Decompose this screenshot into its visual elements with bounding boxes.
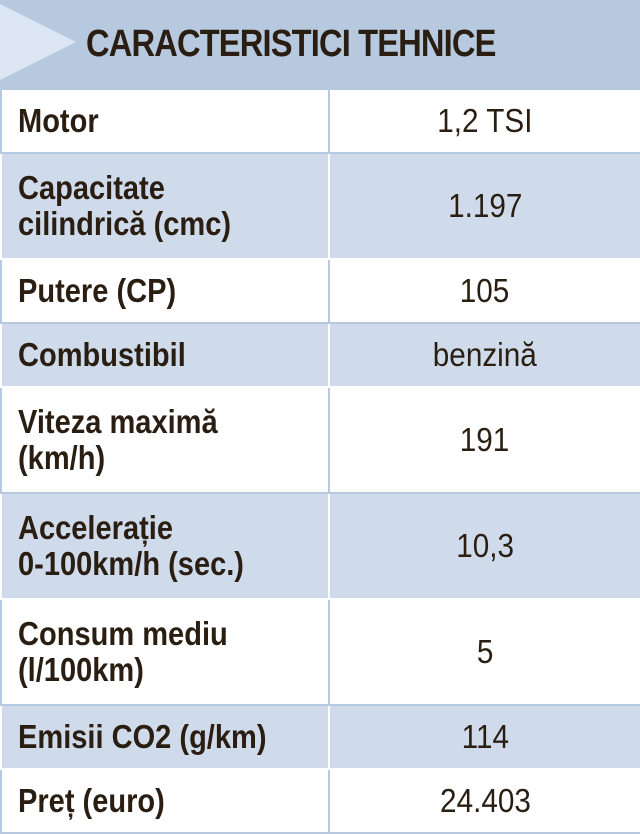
row-value: 1,2 TSI [328,88,640,154]
row-value: 5 [328,598,640,706]
row-label: Emisii CO2 (g/km) [0,704,330,770]
table-row-capacitate: Capacitate cilindrică (cmc) 1.197 [0,152,640,260]
table-row-putere: Putere (CP) 105 [0,258,640,324]
row-value: 24.403 [328,768,640,834]
specs-table: Motor 1,2 TSI Capacitate cilindrică (cmc… [0,88,640,834]
table-row-consum: Consum mediu (l/100km) 5 [0,598,640,706]
row-label: Accelerație 0-100km/h (sec.) [0,492,330,600]
table-row-pret: Preț (euro) 24.403 [0,768,640,834]
arrow-icon [0,4,76,80]
page-title: CARACTERISTICI TEHNICE [86,23,496,65]
row-label: Consum mediu (l/100km) [0,598,330,706]
table-row-viteza: Viteza maximă (km/h) 191 [0,386,640,494]
row-label: Viteza maximă (km/h) [0,386,330,494]
table-row-acceleratie: Accelerație 0-100km/h (sec.) 10,3 [0,492,640,600]
row-value: 191 [328,386,640,494]
table-row-emisii: Emisii CO2 (g/km) 114 [0,704,640,770]
row-label: Motor [0,88,330,154]
row-label: Capacitate cilindrică (cmc) [0,152,330,260]
table-row-motor: Motor 1,2 TSI [0,88,640,154]
row-value: 114 [328,704,640,770]
row-value: 10,3 [328,492,640,600]
row-label: Putere (CP) [0,258,330,324]
row-value: benzină [328,322,640,388]
row-value: 105 [328,258,640,324]
row-value: 1.197 [328,152,640,260]
table-row-combustibil: Combustibil benzină [0,322,640,388]
row-label: Combustibil [0,322,330,388]
header-bar: CARACTERISTICI TEHNICE [0,0,640,88]
row-label: Preț (euro) [0,768,330,834]
